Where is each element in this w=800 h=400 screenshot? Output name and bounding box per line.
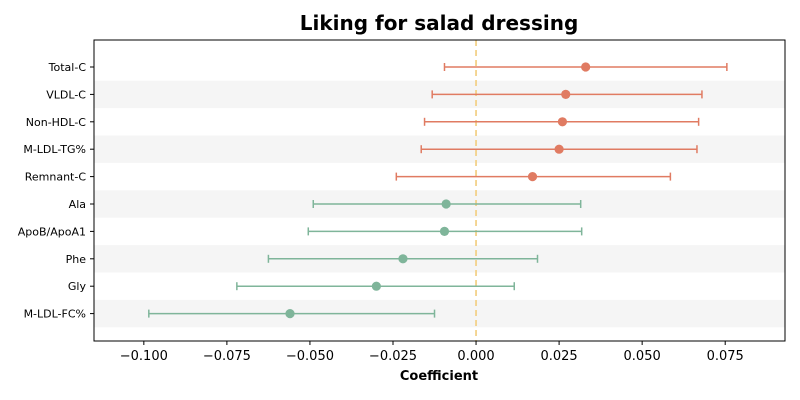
row-mark	[431, 89, 703, 99]
row-mark	[148, 309, 436, 319]
x-axis-label: Coefficient	[400, 369, 478, 384]
estimate-point	[557, 117, 568, 127]
x-tick-label: −0.050	[286, 349, 334, 364]
y-tick-label: M-LDL-FC%	[24, 308, 86, 321]
x-tick-label: 0.075	[707, 349, 744, 364]
row-mark	[267, 254, 539, 264]
estimate-point	[371, 281, 381, 291]
estimate-point	[398, 254, 408, 264]
estimate-point	[554, 144, 564, 154]
row-mark	[236, 281, 515, 291]
x-tick-label: 0.025	[540, 349, 577, 364]
estimate-point	[561, 89, 571, 99]
y-tick-label: Gly	[68, 280, 87, 293]
y-tick-label: Total-C	[48, 61, 87, 74]
row-mark	[443, 62, 728, 72]
y-tick-label: Phe	[66, 253, 87, 266]
x-tick-label: 0.050	[624, 349, 661, 364]
y-axis: Total-C VLDL-C Non-HDL-C M-LDL-TG% Remnant-C…	[18, 61, 94, 321]
y-tick-label: Ala	[69, 198, 86, 211]
estimate-point	[439, 226, 450, 236]
x-tick-label: −0.025	[369, 349, 417, 364]
y-tick-label: VLDL-C	[46, 88, 86, 101]
row-mark	[423, 117, 700, 127]
y-tick-label: ApoB/ApoA1	[18, 225, 86, 238]
chart-title: Liking for salad dressing	[300, 11, 579, 35]
estimate-point	[441, 199, 451, 209]
y-tick-label: M-LDL-TG%	[23, 143, 86, 156]
x-axis: −0.100 −0.075 −0.050 −0.025 0.000 0.025 0.050 0…	[120, 341, 744, 364]
estimate-point	[285, 309, 295, 319]
x-tick-label: −0.075	[203, 349, 251, 364]
estimate-point	[581, 62, 591, 72]
x-tick-label: 0.000	[457, 349, 494, 364]
row-mark	[420, 144, 698, 154]
estimate-point	[527, 172, 538, 182]
plot-frame	[93, 39, 786, 342]
row-mark	[307, 226, 583, 236]
row-mark	[312, 199, 582, 209]
row-mark	[395, 172, 672, 182]
x-tick-label: −0.100	[120, 349, 168, 364]
data-marks	[148, 62, 728, 319]
y-tick-label: Remnant-C	[25, 171, 87, 184]
y-tick-label: Non-HDL-C	[26, 116, 87, 129]
